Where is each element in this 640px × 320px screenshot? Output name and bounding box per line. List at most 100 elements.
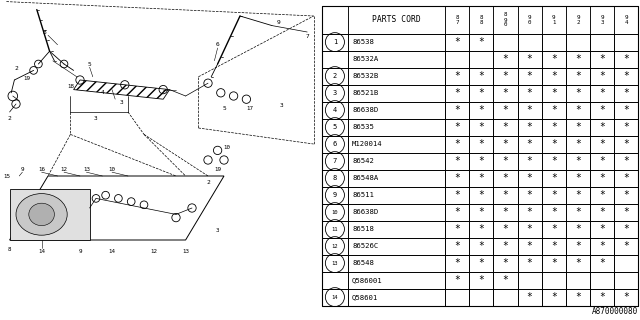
Text: 15: 15 [3,173,10,179]
Bar [590,51,614,68]
Text: *: * [623,207,629,217]
Text: 2: 2 [206,180,210,185]
Bar [518,204,541,220]
Text: *: * [575,258,581,268]
Bar [445,84,469,101]
Text: 10: 10 [109,167,115,172]
Text: *: * [454,88,460,98]
Bar [445,68,469,84]
Bar [493,84,518,101]
Bar [469,68,493,84]
Bar [541,220,566,237]
Text: 86511: 86511 [352,192,374,198]
Text: *: * [479,105,484,115]
Text: 9: 9 [333,192,337,198]
Bar [518,101,541,119]
Bar [614,170,638,187]
Bar [445,289,469,306]
Bar [566,289,590,306]
Bar [518,289,541,306]
Bar [590,136,614,153]
Text: 2: 2 [14,66,18,71]
Text: *: * [479,37,484,47]
Bar [445,272,469,289]
Bar [541,84,566,101]
Bar [493,153,518,170]
Text: 9
0: 9 0 [528,15,531,25]
Bar [614,101,638,119]
Text: *: * [502,258,508,268]
Bar [590,289,614,306]
Bar [518,170,541,187]
Text: *: * [527,156,532,166]
Text: *: * [599,173,605,183]
Bar [445,119,469,136]
Text: *: * [502,139,508,149]
Bar [566,51,590,68]
Bar [590,84,614,101]
Text: *: * [502,122,508,132]
Bar [493,136,518,153]
Bar [445,101,469,119]
Text: *: * [599,139,605,149]
Text: *: * [623,71,629,81]
Text: 9: 9 [276,20,280,25]
Bar [590,170,614,187]
Text: *: * [623,122,629,132]
Text: *: * [502,207,508,217]
Text: *: * [527,88,532,98]
Bar [469,34,493,51]
Polygon shape [10,189,90,240]
Text: *: * [479,156,484,166]
Text: *: * [575,207,581,217]
Text: *: * [623,54,629,64]
Bar [469,289,493,306]
Bar [566,6,590,34]
Text: *: * [479,258,484,268]
Text: 9
4: 9 4 [625,15,628,25]
Bar [518,34,541,51]
Text: *: * [551,139,557,149]
Text: 3: 3 [120,100,124,105]
Bar [566,34,590,51]
Text: 86535: 86535 [352,124,374,130]
Text: 86518: 86518 [352,226,374,232]
Bar [590,119,614,136]
Bar [445,187,469,204]
Text: 8: 8 [8,247,12,252]
Bar [566,101,590,119]
Text: 3: 3 [216,228,220,233]
Text: *: * [502,241,508,251]
Bar [614,272,638,289]
Text: *: * [551,241,557,251]
Text: 86548A: 86548A [352,175,378,181]
Bar [614,84,638,101]
Bar [493,220,518,237]
Text: *: * [551,71,557,81]
Text: 3: 3 [94,116,98,121]
Bar [322,204,348,220]
Bar [566,237,590,255]
Bar [469,170,493,187]
Text: 4: 4 [100,90,104,95]
Bar [322,119,348,136]
Bar [493,119,518,136]
Bar [322,34,348,51]
Bar [445,51,469,68]
Bar [469,101,493,119]
Text: 86548: 86548 [352,260,374,266]
Bar [348,101,445,119]
Bar [348,237,445,255]
Bar [469,272,493,289]
Text: A870000080: A870000080 [592,307,638,316]
Bar [348,51,445,68]
Text: 86532A: 86532A [352,56,378,62]
Text: 10: 10 [224,145,230,150]
Text: *: * [479,241,484,251]
Text: 7: 7 [305,34,309,39]
Bar [322,84,348,101]
Text: *: * [599,258,605,268]
Text: 86521B: 86521B [352,90,378,96]
Bar [614,68,638,84]
Text: 11: 11 [332,227,338,232]
